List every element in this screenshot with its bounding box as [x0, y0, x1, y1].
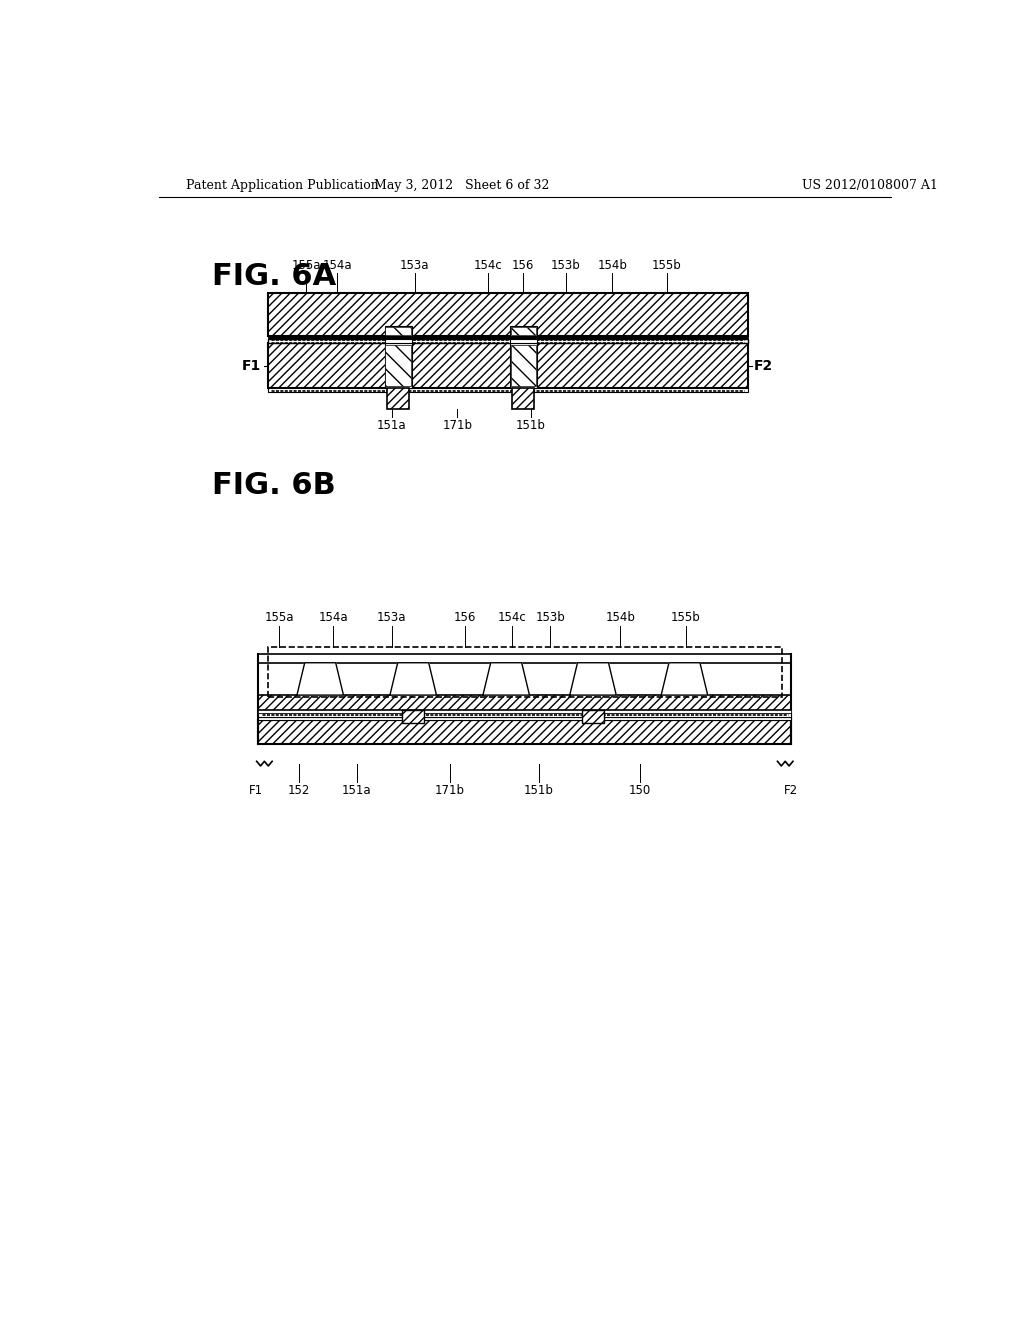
- Text: 155a: 155a: [264, 611, 294, 624]
- Text: F1: F1: [249, 784, 263, 797]
- Bar: [258, 710, 792, 713]
- Text: F2: F2: [783, 784, 798, 797]
- Text: 150: 150: [629, 784, 650, 797]
- Bar: [385, 339, 412, 343]
- Text: 156: 156: [454, 611, 476, 624]
- Bar: [402, 710, 424, 723]
- Text: 154a: 154a: [318, 611, 348, 624]
- Polygon shape: [390, 663, 436, 696]
- Bar: [512, 388, 535, 409]
- Bar: [258, 717, 792, 719]
- Bar: [385, 326, 412, 335]
- Text: 154b: 154b: [597, 259, 628, 272]
- Text: 153a: 153a: [400, 259, 429, 272]
- Text: 153b: 153b: [551, 259, 581, 272]
- Text: 153b: 153b: [536, 611, 565, 624]
- Text: 151b: 151b: [516, 418, 546, 432]
- Bar: [267, 335, 748, 339]
- Bar: [578, 664, 608, 693]
- Bar: [385, 327, 411, 335]
- Bar: [510, 326, 538, 335]
- Bar: [510, 343, 538, 388]
- Bar: [267, 647, 782, 697]
- Text: 155a: 155a: [292, 259, 321, 272]
- Text: FIG. 6A: FIG. 6A: [212, 263, 336, 292]
- Bar: [387, 388, 409, 409]
- Text: 153a: 153a: [377, 611, 407, 624]
- Text: 154b: 154b: [605, 611, 635, 624]
- Polygon shape: [662, 663, 708, 696]
- Bar: [490, 664, 521, 693]
- Text: May 3, 2012   Sheet 6 of 32: May 3, 2012 Sheet 6 of 32: [374, 178, 549, 191]
- Bar: [258, 653, 792, 663]
- Bar: [385, 343, 412, 388]
- Polygon shape: [483, 663, 529, 696]
- Text: 151a: 151a: [342, 784, 372, 797]
- Text: 154c: 154c: [474, 259, 503, 272]
- Text: 151a: 151a: [377, 418, 407, 432]
- Text: Patent Application Publication: Patent Application Publication: [186, 178, 379, 191]
- Bar: [305, 664, 336, 693]
- Polygon shape: [569, 663, 616, 696]
- Text: 156: 156: [512, 259, 535, 272]
- Text: 151b: 151b: [524, 784, 554, 797]
- Text: F2: F2: [755, 359, 773, 372]
- Text: FIG. 6B: FIG. 6B: [212, 471, 336, 500]
- Bar: [258, 719, 792, 744]
- Bar: [397, 664, 429, 693]
- Bar: [669, 664, 700, 693]
- Text: F1: F1: [242, 359, 261, 372]
- Text: 171b: 171b: [434, 784, 465, 797]
- Bar: [258, 713, 792, 717]
- Bar: [583, 710, 604, 723]
- Text: 155b: 155b: [651, 259, 682, 272]
- Bar: [511, 345, 537, 387]
- Bar: [511, 327, 537, 335]
- Bar: [267, 388, 748, 392]
- Polygon shape: [297, 663, 343, 696]
- Text: 152: 152: [288, 784, 309, 797]
- Bar: [267, 343, 748, 388]
- Text: 171b: 171b: [442, 418, 472, 432]
- Text: US 2012/0108007 A1: US 2012/0108007 A1: [802, 178, 938, 191]
- Text: 154a: 154a: [323, 259, 352, 272]
- Bar: [267, 293, 748, 335]
- Text: 154c: 154c: [498, 611, 526, 624]
- Bar: [267, 339, 748, 343]
- Bar: [385, 345, 411, 387]
- Bar: [510, 339, 538, 343]
- Bar: [258, 696, 792, 710]
- Text: 155b: 155b: [671, 611, 700, 624]
